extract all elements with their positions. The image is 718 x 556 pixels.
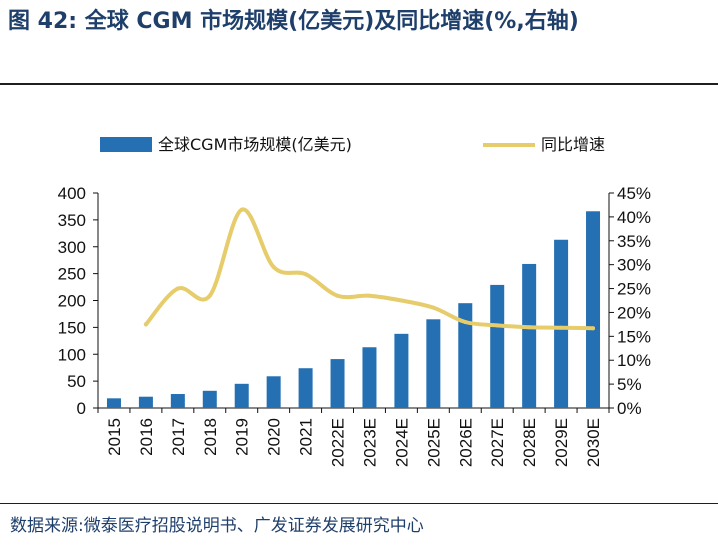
source-rule bbox=[0, 503, 718, 504]
left-tick-label: 0 bbox=[77, 399, 86, 418]
growth-point-2024E bbox=[399, 298, 404, 303]
right-tick-label: 30% bbox=[617, 256, 651, 275]
right-tick-label: 25% bbox=[617, 280, 651, 299]
x-tick-label: 2015 bbox=[105, 418, 124, 456]
x-tick-label: 2028E bbox=[520, 418, 539, 467]
bar-2018 bbox=[202, 390, 217, 408]
bar-2027E bbox=[490, 284, 505, 408]
legend-label-growth: 同比增速 bbox=[541, 135, 605, 154]
x-tick-label: 2024E bbox=[392, 418, 411, 467]
bar-2016 bbox=[138, 396, 153, 408]
x-tick-label: 2022E bbox=[329, 418, 348, 467]
bar-2019 bbox=[234, 383, 249, 408]
growth-point-2030E bbox=[591, 326, 596, 331]
x-tick-label: 2029E bbox=[552, 418, 571, 467]
data-source: 数据来源:微泰医疗招股说明书、广发证券发展研究中心 bbox=[10, 516, 424, 536]
x-tick-label: 2021 bbox=[297, 418, 316, 456]
growth-point-2026E bbox=[463, 320, 468, 324]
growth-point-2021 bbox=[303, 272, 308, 277]
legend-label-market-size: 全球CGM市场规模(亿美元) bbox=[158, 135, 352, 154]
growth-line bbox=[143, 207, 596, 331]
title-rule bbox=[0, 83, 718, 85]
left-tick-label: 150 bbox=[58, 318, 86, 337]
bar-2021 bbox=[298, 368, 313, 408]
x-tick-label: 2025E bbox=[424, 418, 443, 467]
cgm-market-chart: 全球CGM市场规模(亿美元) 同比增速 0 50 100 150 200 250 300 35… bbox=[58, 135, 651, 467]
x-tick-label: 2016 bbox=[137, 418, 156, 456]
growth-point-2023E bbox=[367, 293, 372, 298]
growth-point-2017 bbox=[175, 286, 180, 291]
bar-2024E bbox=[394, 333, 409, 408]
tick-labels: 0 50 100 150 200 250 300 350 400 0% 5% 10% 15% 20% 25%… bbox=[58, 184, 651, 467]
right-tick-label: 15% bbox=[617, 327, 651, 346]
growth-line-series bbox=[143, 207, 596, 331]
bar-2025E bbox=[426, 319, 441, 408]
chart-legend: 全球CGM市场规模(亿美元) 同比增速 bbox=[100, 135, 605, 154]
left-tick-label: 400 bbox=[58, 184, 86, 203]
x-tick-label: 2027E bbox=[488, 418, 507, 467]
growth-point-2027E bbox=[495, 323, 500, 328]
left-tick-label: 300 bbox=[58, 238, 86, 257]
legend-bar-swatch bbox=[100, 137, 152, 152]
growth-point-2020 bbox=[271, 265, 276, 270]
bar-2030E bbox=[586, 211, 601, 408]
figure-title: 图 42: 全球 CGM 市场规模(亿美元)及同比增速(%,右轴) bbox=[8, 9, 579, 34]
bar-2029E bbox=[554, 239, 569, 408]
x-tick-label: 2023E bbox=[360, 418, 379, 467]
left-tick-label: 50 bbox=[67, 372, 86, 391]
growth-point-2018 bbox=[207, 293, 212, 298]
x-tick-label: 2026E bbox=[456, 418, 475, 467]
growth-point-2025E bbox=[431, 305, 436, 310]
left-tick-label: 350 bbox=[58, 211, 86, 230]
bar-2017 bbox=[170, 394, 185, 408]
bar-2022E bbox=[330, 359, 345, 408]
right-tick-label: 10% bbox=[617, 351, 651, 370]
right-tick-label: 0% bbox=[617, 399, 642, 418]
left-tick-label: 200 bbox=[58, 292, 86, 311]
growth-point-2016 bbox=[143, 322, 148, 327]
x-tick-label: 2019 bbox=[233, 418, 252, 456]
bar-2028E bbox=[522, 263, 537, 408]
left-tick-label: 250 bbox=[58, 265, 86, 284]
right-tick-label: 40% bbox=[617, 208, 651, 227]
growth-point-2028E bbox=[527, 325, 532, 330]
bar-2015 bbox=[106, 398, 121, 408]
x-tick-label: 2017 bbox=[169, 418, 188, 456]
x-tick-label: 2030E bbox=[584, 418, 603, 467]
bar-series bbox=[106, 211, 601, 408]
growth-point-2022E bbox=[335, 293, 340, 298]
growth-point-2029E bbox=[559, 325, 564, 330]
right-tick-label: 20% bbox=[617, 303, 651, 322]
x-tick-label: 2020 bbox=[265, 418, 284, 456]
bar-2023E bbox=[362, 347, 377, 408]
growth-point-2019 bbox=[239, 207, 244, 212]
right-tick-label: 35% bbox=[617, 232, 651, 251]
bar-2026E bbox=[458, 303, 473, 408]
x-tick-label: 2018 bbox=[201, 418, 220, 456]
right-tick-label: 45% bbox=[617, 184, 651, 203]
bar-2020 bbox=[266, 376, 281, 408]
left-tick-label: 100 bbox=[58, 345, 86, 364]
right-tick-label: 5% bbox=[617, 375, 642, 394]
